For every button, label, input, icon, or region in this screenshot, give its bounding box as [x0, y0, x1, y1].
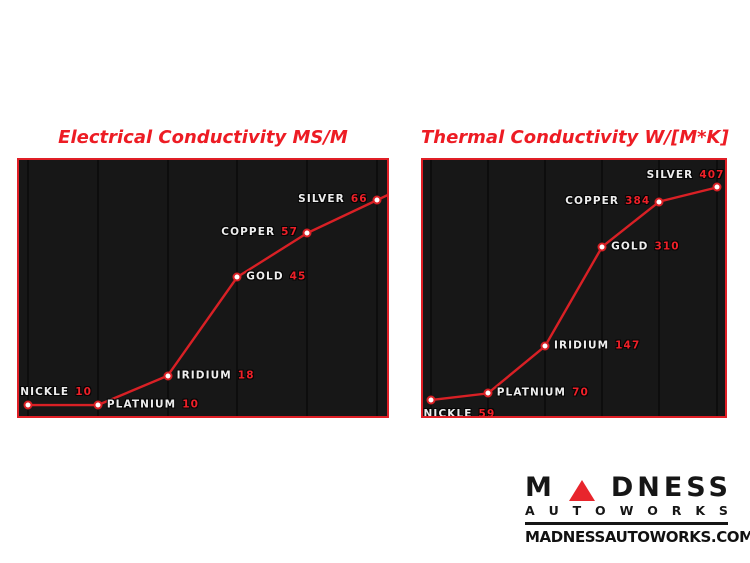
gridline-silver [715, 160, 718, 416]
conductivity-line [423, 160, 725, 416]
data-label-name-nickle: NICKLE [423, 408, 473, 418]
data-point-nickle [426, 395, 436, 405]
data-label-silver: SILVER 66 [298, 193, 368, 205]
data-label-name-platnium: PLATNIUM [496, 386, 567, 399]
data-point-platnium [93, 400, 103, 410]
data-label-gold: GOLD 45 [246, 270, 306, 282]
data-label-platnium: PLATNIUM 70 [497, 387, 589, 399]
gridline-silver [375, 160, 378, 416]
thermal-conductivity-plot: NICKLE 59 PLATNIUM 70 IRIDIUM 147 GOLD 310 COPPE… [421, 158, 727, 418]
logo-divider-line [525, 521, 728, 525]
data-label-copper: COPPER 384 [565, 194, 650, 206]
data-label-value-copper: 57 [281, 225, 298, 238]
gridline-nickle [27, 160, 30, 416]
data-label-value-silver: 407 [699, 169, 725, 182]
electrical-conductivity-plot: NICKLE 10 PLATNIUM 10 IRIDIUM 18 GOLD 45 COPPER 5… [17, 158, 389, 418]
chart-title-electrical: Electrical Conductivity MS/M [58, 127, 348, 148]
data-point-platnium [483, 388, 493, 398]
gridline-gold [601, 160, 604, 416]
data-label-gold: GOLD 310 [611, 240, 680, 252]
data-point-copper [654, 197, 664, 207]
data-point-iridium [540, 341, 550, 351]
data-label-value-gold: 310 [654, 240, 680, 253]
gridline-nickle [429, 160, 432, 416]
data-label-name-silver: SILVER [298, 193, 345, 206]
logo-website-url: MADNESSAUTOWORKS.COM [525, 527, 750, 546]
logo-brand-suffix: DNESS [610, 472, 732, 503]
gridline-platnium [486, 160, 489, 416]
data-label-name-platnium: PLATNIUM [106, 398, 177, 411]
gridline-gold [236, 160, 239, 416]
data-label-silver: SILVER 407 [647, 169, 725, 181]
data-label-name-gold: GOLD [246, 270, 284, 283]
data-label-value-silver: 66 [350, 193, 368, 206]
data-point-silver [712, 182, 722, 192]
data-label-value-nickle: 10 [75, 386, 92, 399]
gridline-copper [305, 160, 308, 416]
gridline-platnium [96, 160, 99, 416]
data-label-nickle: NICKLE 59 [423, 408, 496, 418]
gridline-iridium [166, 160, 169, 416]
data-point-gold [597, 242, 607, 252]
data-label-nickle: NICKLE 10 [20, 386, 92, 398]
gridline-iridium [543, 160, 546, 416]
data-label-iridium: IRIDIUM 147 [554, 340, 640, 352]
data-label-value-platnium: 70 [572, 386, 589, 399]
electrical-conductivity-chart: Electrical Conductivity MS/M NICKLE 10 PLA… [17, 125, 389, 418]
data-label-name-copper: COPPER [565, 194, 620, 207]
thermal-conductivity-chart: Thermal Conductivity W/[M*K] NICKLE 59 PLA… [421, 125, 729, 418]
data-point-copper [302, 228, 312, 238]
data-label-value-nickle: 59 [478, 408, 496, 418]
data-label-iridium: IRIDIUM 18 [177, 369, 255, 381]
data-label-name-gold: GOLD [611, 240, 649, 253]
data-label-platnium: PLATNIUM 10 [107, 398, 199, 410]
data-point-gold [232, 272, 242, 282]
data-label-copper: COPPER 57 [221, 226, 298, 238]
chart-title-thermal: Thermal Conductivity W/[M*K] [421, 127, 729, 148]
gridline-copper [658, 160, 661, 416]
data-label-name-iridium: IRIDIUM [176, 369, 232, 382]
data-label-value-copper: 384 [625, 194, 651, 207]
logo-brand-madness: M DNESS [525, 474, 728, 501]
data-point-iridium [163, 371, 173, 381]
data-label-name-iridium: IRIDIUM [553, 339, 610, 352]
red-triangle-a-icon [569, 480, 596, 501]
data-label-value-gold: 45 [289, 270, 307, 283]
data-label-value-platnium: 10 [182, 398, 200, 411]
data-label-value-iridium: 147 [615, 339, 641, 352]
data-label-name-copper: COPPER [221, 225, 276, 238]
data-label-name-silver: SILVER [646, 169, 694, 182]
data-point-nickle [23, 400, 33, 410]
data-point-silver [372, 195, 382, 205]
data-label-value-iridium: 18 [237, 369, 255, 382]
data-label-name-nickle: NICKLE [20, 386, 70, 399]
logo-brand-prefix: M [525, 472, 554, 503]
